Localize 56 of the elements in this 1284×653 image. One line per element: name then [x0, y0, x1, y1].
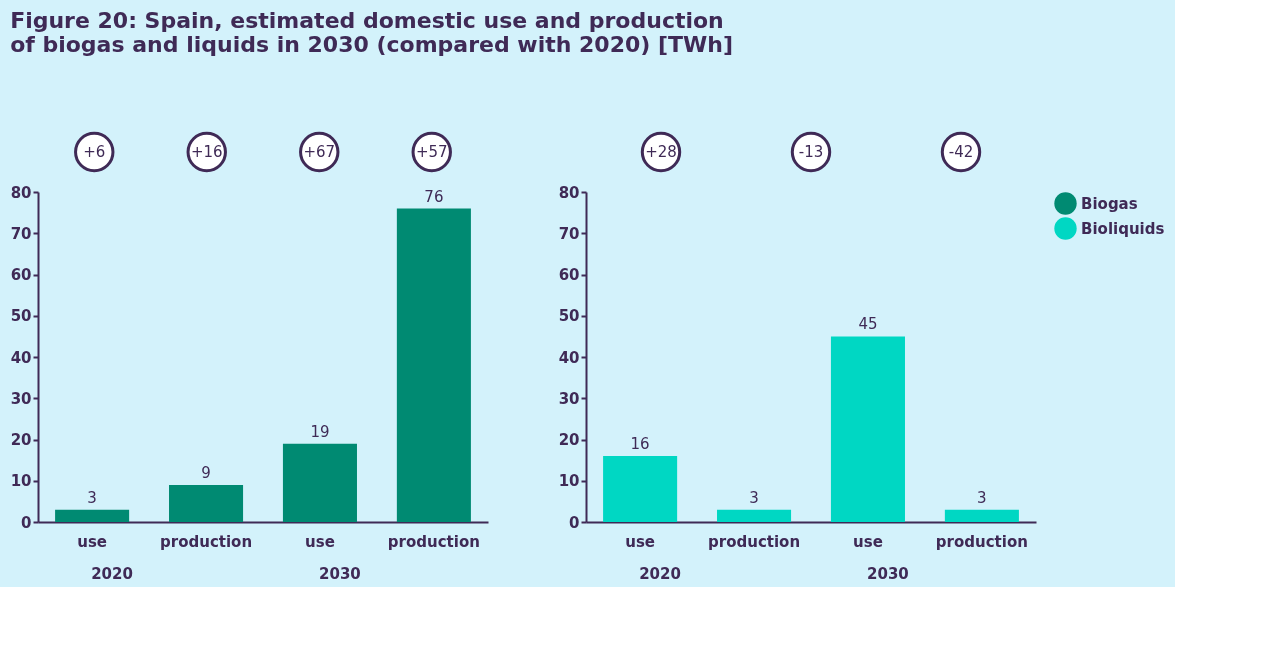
- x-tick-label: use: [625, 532, 655, 551]
- text: 2020: [639, 565, 681, 583]
- y-tick-label: 60: [558, 266, 580, 284]
- text: -42: [948, 143, 974, 161]
- y-tick-label: 20: [558, 431, 580, 449]
- text: +6: [83, 143, 106, 161]
- bar: [396, 208, 471, 522]
- text: +67: [303, 143, 336, 161]
- chart-title: Figure 20: Spain, estimated domestic use and production of biogas and liquids in 2030 (compared with 2020) [TWh]: [10, 8, 734, 58]
- bar: [830, 336, 905, 522]
- y-tick-label: 40: [558, 348, 580, 367]
- data-label: 16: [630, 435, 650, 453]
- y-tick-label: 30: [558, 389, 580, 408]
- text: 2030: [319, 565, 361, 583]
- bar: [944, 509, 1019, 522]
- bar: [603, 456, 678, 522]
- y-tick-label: 20: [10, 431, 32, 449]
- bar: [717, 509, 792, 522]
- bar: [55, 509, 130, 522]
- data-label: 3: [749, 488, 759, 507]
- x-tick-label: production: [935, 532, 1028, 551]
- y-tick-label: 60: [10, 266, 32, 284]
- bar: [169, 484, 244, 522]
- text: +28: [645, 143, 677, 161]
- data-label: 9: [201, 463, 211, 482]
- text: 2030: [867, 565, 909, 583]
- x-tick-label: production: [387, 532, 480, 551]
- y-tick-label: 10: [10, 472, 32, 491]
- bar: [282, 443, 357, 522]
- y-tick-label: 0: [21, 513, 32, 532]
- text: +57: [415, 143, 448, 161]
- y-tick-label: 0: [569, 513, 580, 532]
- text: 2020: [91, 565, 133, 583]
- legend-label: Biogas: [1081, 194, 1138, 213]
- legend-label: Bioliquids: [1081, 219, 1165, 238]
- y-tick-label: 80: [10, 183, 32, 202]
- data-label: 45: [858, 315, 878, 334]
- y-tick-label: 80: [558, 183, 580, 202]
- y-tick-label: 50: [558, 307, 580, 326]
- x-tick-label: production: [160, 532, 253, 551]
- y-tick-label: 10: [558, 472, 580, 491]
- data-label: 3: [87, 488, 97, 507]
- y-tick-label: 50: [10, 307, 32, 326]
- x-tick-label: use: [305, 532, 335, 551]
- data-label: 19: [310, 422, 330, 441]
- text: +16: [190, 143, 223, 161]
- y-tick-label: 40: [10, 348, 32, 367]
- y-tick-label: 70: [558, 224, 580, 243]
- y-tick-label: 30: [10, 389, 32, 408]
- data-label: 76: [424, 187, 444, 206]
- x-tick-label: production: [708, 532, 801, 551]
- data-label: 3: [977, 488, 987, 507]
- y-tick-label: 70: [10, 224, 32, 243]
- x-tick-label: use: [77, 532, 107, 551]
- x-tick-label: use: [853, 532, 883, 551]
- text: -13: [798, 143, 824, 161]
